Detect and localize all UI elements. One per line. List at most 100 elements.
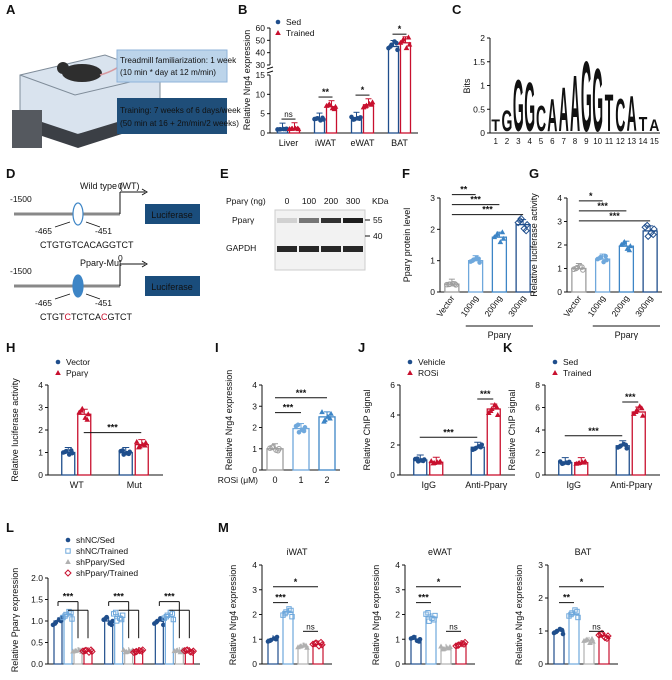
d-luciferase-box [145, 276, 200, 296]
panel-label-m: M [218, 520, 229, 535]
c-ytick-label: 2 [480, 33, 485, 43]
m-sig-label: * [437, 577, 441, 587]
c-logo-letter: A [570, 60, 580, 149]
i-ytick-label: 0 [252, 465, 257, 475]
d-guide [54, 221, 71, 228]
m-ylabel: Relative Nrg4 expression [514, 565, 524, 666]
b-point [320, 115, 325, 121]
c-xtick-label: 12 [616, 137, 625, 146]
panel-label-h: H [6, 340, 15, 355]
c-logo-letter: G [592, 50, 603, 151]
i-point [319, 409, 325, 415]
d-pos-right: -451 [95, 298, 112, 308]
k-point [639, 412, 646, 418]
l-ytick-label: 1.0 [31, 616, 43, 626]
l-point [52, 621, 58, 626]
e-gapdh-band [299, 246, 319, 252]
g-point [626, 247, 633, 253]
m-sig-label: ns [449, 622, 457, 631]
d-pos-start: -1500 [10, 194, 32, 204]
l-point [87, 646, 95, 654]
i-xtick-label: 2 [324, 475, 329, 485]
j-legend-entry: Vehicle [418, 357, 446, 367]
b-bar [387, 45, 400, 134]
c-logo-letter: T [639, 112, 648, 135]
l-point [129, 648, 138, 656]
l-legend-marker [65, 548, 71, 554]
l-legend-marker [64, 569, 72, 577]
b-point [368, 101, 375, 107]
m-bar [568, 613, 580, 665]
b-axis-break [266, 70, 274, 74]
c-xtick-label: 2 [505, 137, 510, 146]
treadmill-belt [30, 112, 150, 148]
k-ytick-label: 6 [535, 403, 540, 413]
j-ytick-label: 6 [390, 380, 395, 390]
k-point [581, 459, 588, 465]
g-point [597, 255, 602, 261]
f-ytick-label: 3 [430, 193, 435, 203]
m-point [454, 641, 462, 650]
k-bar [631, 411, 646, 476]
b-sig-label: * [361, 85, 365, 95]
l-point [173, 647, 180, 653]
f-point [453, 282, 459, 288]
l-bar [104, 620, 114, 665]
c-ylabel: Bits [462, 78, 472, 94]
i-xlabel: ROSi (μM) [218, 475, 258, 485]
b-point [369, 99, 376, 105]
i-ytick-label: 4 [252, 380, 257, 390]
f-ytick-label: 0 [430, 287, 435, 297]
m-point [560, 631, 566, 637]
b-xtick-label: iWAT [315, 138, 336, 148]
g-point [603, 253, 608, 259]
c-ytick-label: 1 [480, 81, 485, 91]
d-wt-site [72, 202, 84, 226]
e-gapdh-band [321, 246, 341, 252]
m-ylabel: Relative Nrg4 expression [371, 565, 381, 666]
l-point [122, 649, 129, 655]
b-xtick-label: BAT [391, 138, 408, 148]
m-bar [425, 616, 437, 665]
f-sig-label: ** [460, 185, 468, 195]
d-pos-zero: 0 [118, 181, 123, 191]
m-point [416, 639, 422, 644]
d-mut-site [72, 274, 84, 298]
c-logo-letter: G [524, 67, 535, 146]
i-ytick-label: 2 [252, 423, 257, 433]
f-point [516, 216, 524, 225]
k-legend-marker [552, 359, 558, 365]
l-point [103, 616, 108, 621]
l-sig-label: *** [113, 592, 124, 602]
d-tss-arrowhead [141, 188, 148, 196]
k-xtick-label: Anti-Pparγ [610, 480, 653, 490]
m1-ytick-label: 1 [395, 634, 400, 644]
c-xtick-label: 1 [493, 137, 498, 146]
training-box [117, 98, 227, 134]
c-logo-letter: G [581, 41, 592, 153]
g-group-label: Pparγ [615, 330, 639, 340]
d-luciferase-box [145, 204, 200, 224]
k-legend-entry: Sed [563, 357, 578, 367]
e-pparg-band [277, 218, 297, 223]
panel-label-d: D [6, 166, 15, 181]
m-point [604, 632, 612, 640]
m-point [597, 630, 605, 638]
m0-ytick-label: 2 [252, 610, 257, 620]
j-point [436, 459, 443, 465]
e-dose: 200 [324, 196, 338, 206]
f-point [446, 281, 452, 288]
g-point [649, 230, 657, 239]
g-bar [618, 245, 635, 293]
m-point [425, 610, 431, 616]
j-sig-label: *** [443, 427, 454, 437]
i-point [269, 444, 275, 451]
f-point [444, 281, 450, 288]
h-point [126, 451, 132, 457]
e-gapdh-band [343, 246, 363, 252]
j-bar [486, 408, 501, 476]
m-point [311, 639, 319, 648]
f-point [476, 256, 481, 262]
k-point [623, 442, 629, 448]
m0-ytick-label: 4 [252, 560, 257, 570]
